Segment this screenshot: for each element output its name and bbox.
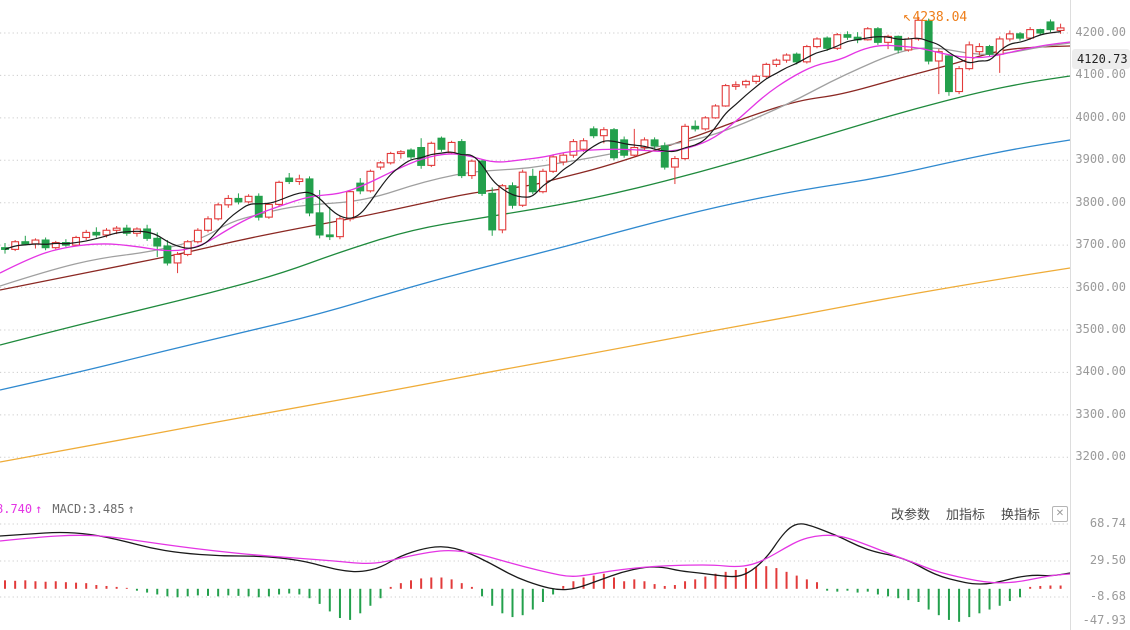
macd-tick-label: 68.74 (1089, 515, 1126, 530)
price-tick-label: 4200.00 (1075, 25, 1126, 39)
price-tick-label: 3800.00 (1075, 194, 1126, 209)
macd-indicator-values: 8.740↑MACD:3.485↑ (0, 502, 135, 516)
price-tick-label: 3300.00 (1075, 406, 1126, 421)
price-tick-label: 3200.00 (1075, 449, 1126, 464)
up-arrow-icon: ↑ (35, 502, 43, 516)
arrow-up-left-icon: ↖ (903, 9, 912, 25)
macd-tick-label: -8.68 (1089, 588, 1126, 603)
add-indicator-button[interactable]: 加指标 (945, 507, 985, 522)
switch-indicator-button[interactable]: 换指标 (1000, 507, 1040, 522)
high-price-annotation: ↖4238.04 (903, 9, 967, 25)
macd-tick-label: 29.50 (1089, 552, 1126, 567)
close-indicator-button[interactable]: ✕ (1052, 505, 1068, 522)
high-price-value: 4238.04 (912, 10, 968, 25)
price-tick-label: 3900.00 (1075, 152, 1126, 167)
macd-value: MACD:3.485 (52, 502, 125, 516)
price-tick-label: 3500.00 (1075, 321, 1126, 336)
up-arrow-icon: ↑ (127, 502, 135, 516)
price-tick-label: 3600.00 (1075, 279, 1126, 294)
macd-tick-label: -47.93 (1082, 613, 1126, 627)
price-tick-label: 4100.00 (1075, 67, 1126, 82)
price-tick-label: 3400.00 (1075, 364, 1126, 379)
price-tick-label: 3700.00 (1075, 237, 1126, 252)
indicator-toolbar: 改参数 加指标 换指标 ✕ (875, 504, 1068, 523)
change-params-button[interactable]: 改参数 (890, 507, 930, 522)
last-price-label: 4120.73 (1072, 48, 1130, 69)
price-tick-label: 4000.00 (1075, 109, 1126, 124)
dea-value: 8.740 (0, 502, 33, 516)
